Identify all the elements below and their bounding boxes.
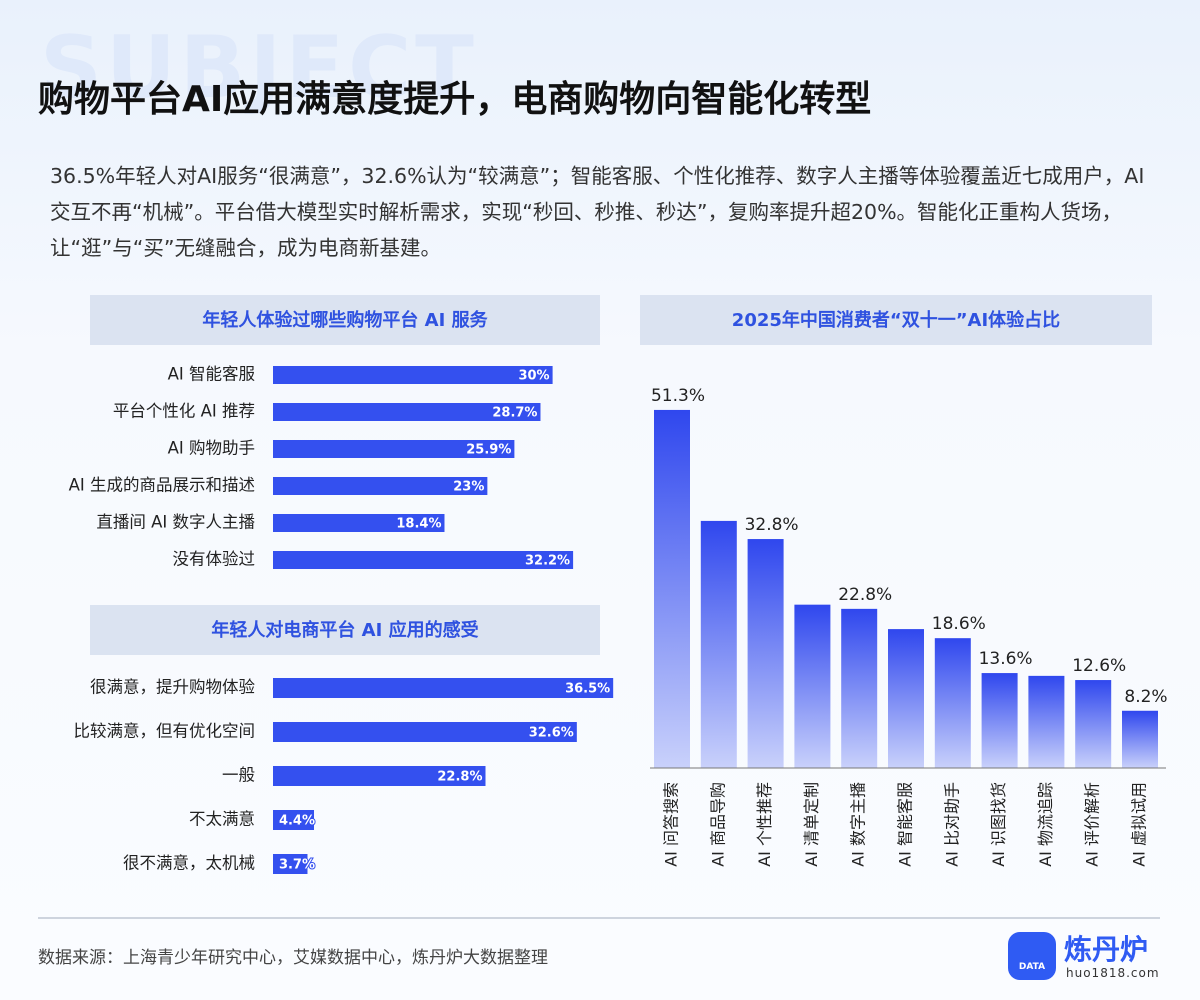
value-label: 4.4% (279, 814, 315, 829)
page-title: 购物平台AI应用满意度提升，电商购物向智能化转型 (38, 79, 872, 120)
category-label: AI 个性推荐 (755, 782, 774, 867)
value-label: 51.3% (651, 386, 705, 406)
bar (273, 722, 577, 742)
value-label: 18.6% (932, 614, 986, 634)
bar (1075, 680, 1112, 768)
value-label: 3.7% (279, 858, 315, 873)
value-label: 30% (518, 369, 549, 384)
category-label: AI 评价解析 (1083, 782, 1102, 867)
category-label: AI 问答搜索 (662, 782, 681, 867)
bar (794, 604, 831, 768)
category-label: 平台个性化 AI 推荐 (113, 402, 255, 421)
category-label: AI 智能客服 (168, 365, 255, 384)
category-label: AI 比对助手 (942, 782, 961, 867)
category-label: AI 商品导购 (708, 782, 727, 867)
category-label: 一般 (222, 766, 255, 785)
bar (1122, 710, 1158, 768)
value-label: 32.8% (745, 515, 799, 535)
panel-header (90, 295, 600, 345)
value-label: 28.7% (492, 406, 537, 421)
panel-header (90, 605, 600, 655)
chart-title: 年轻人体验过哪些购物平台 AI 服务 (202, 309, 488, 331)
category-label: AI 虚拟试用 (1130, 782, 1149, 867)
logo-badge: DATA (1008, 932, 1056, 980)
category-label: AI 物流追踪 (1036, 782, 1055, 867)
category-label: AI 生成的商品展示和描述 (69, 476, 255, 495)
bar (654, 409, 690, 768)
bar (1028, 675, 1065, 768)
bar (273, 810, 315, 830)
value-label: 8.2% (1124, 687, 1167, 707)
bar (273, 366, 553, 384)
panel-header (640, 295, 1152, 345)
bar (273, 514, 445, 532)
value-label: 13.6% (979, 649, 1033, 669)
chart-title: 2025年中国消费者“双十一”AI体验占比 (732, 309, 1060, 331)
value-label: 18.4% (396, 517, 441, 532)
bar (273, 854, 308, 874)
category-label: AI 购物助手 (168, 439, 255, 458)
bar (981, 673, 1018, 768)
bar (273, 440, 515, 458)
value-label: 25.9% (466, 443, 511, 458)
category-label: 很满意，提升购物体验 (90, 678, 256, 697)
bar (273, 766, 486, 786)
value-label: 23% (453, 480, 484, 495)
value-label: 22.8% (838, 585, 892, 605)
category-label: AI 智能客服 (896, 782, 915, 867)
category-label: 不太满意 (189, 810, 255, 829)
value-label: 32.6% (529, 726, 574, 741)
category-label: 很不满意，太机械 (123, 854, 255, 873)
value-label: 22.8% (437, 770, 482, 785)
bar (841, 608, 878, 768)
source: 数据来源：上海青少年研究中心，艾媒数据中心，炼丹炉大数据整理 (38, 948, 548, 968)
value-label: 36.5% (565, 682, 610, 697)
category-label: AI 清单定制 (802, 782, 821, 867)
bar (700, 520, 737, 768)
value-label: 12.6% (1072, 656, 1126, 676)
category-label: 没有体验过 (173, 550, 256, 569)
bar (273, 678, 614, 698)
bar (747, 539, 784, 768)
logo-url: huo1818.com (1066, 966, 1160, 980)
bar (273, 551, 574, 569)
value-label: 32.2% (525, 554, 570, 569)
bar (888, 629, 924, 768)
category-label: 直播间 AI 数字人主播 (96, 513, 255, 532)
logo-name: 炼丹炉 (1064, 933, 1149, 966)
bar (273, 403, 541, 421)
chart-title: 年轻人对电商平台 AI 应用的感受 (211, 619, 478, 641)
watermark: SUBJECT (40, 18, 478, 118)
category-label: AI 识图找货 (989, 782, 1008, 867)
bar (273, 477, 488, 495)
category-label: 比较满意，但有优化空间 (74, 722, 256, 741)
description: 36.5%年轻人对AI服务“很满意”，32.6%认为“较满意”；智能客服、个性化… (50, 164, 1145, 260)
bar (934, 638, 971, 768)
category-label: AI 数字主播 (849, 782, 868, 867)
logo: DATA 炼丹炉 huo1818.com (1008, 928, 1168, 988)
